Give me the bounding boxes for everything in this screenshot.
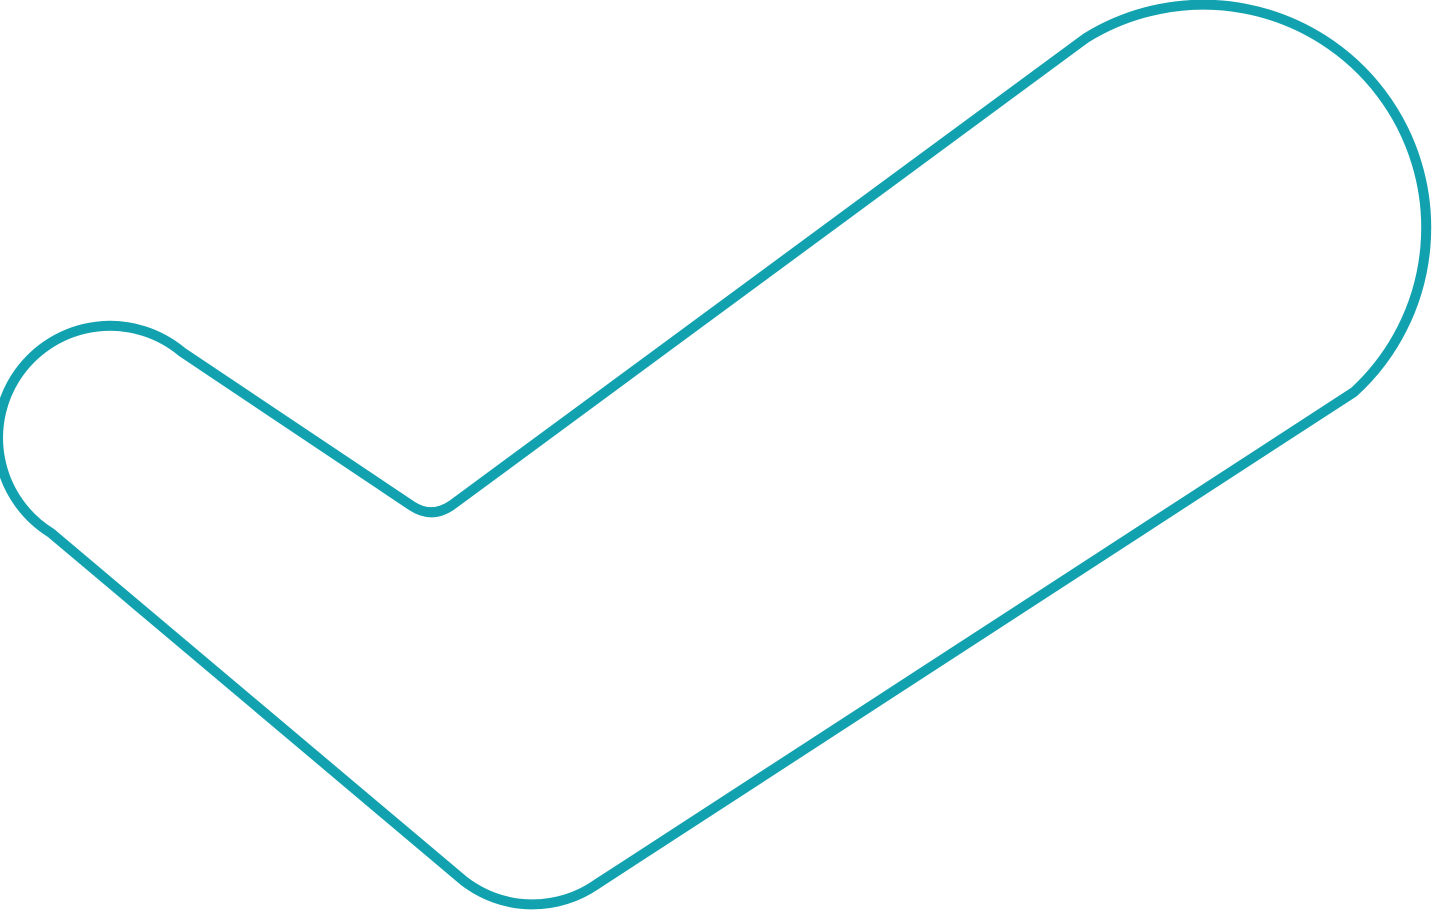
checkmark-icon xyxy=(0,0,1432,910)
checkmark-graphic xyxy=(0,0,1432,910)
checkmark-canvas xyxy=(0,0,1432,910)
